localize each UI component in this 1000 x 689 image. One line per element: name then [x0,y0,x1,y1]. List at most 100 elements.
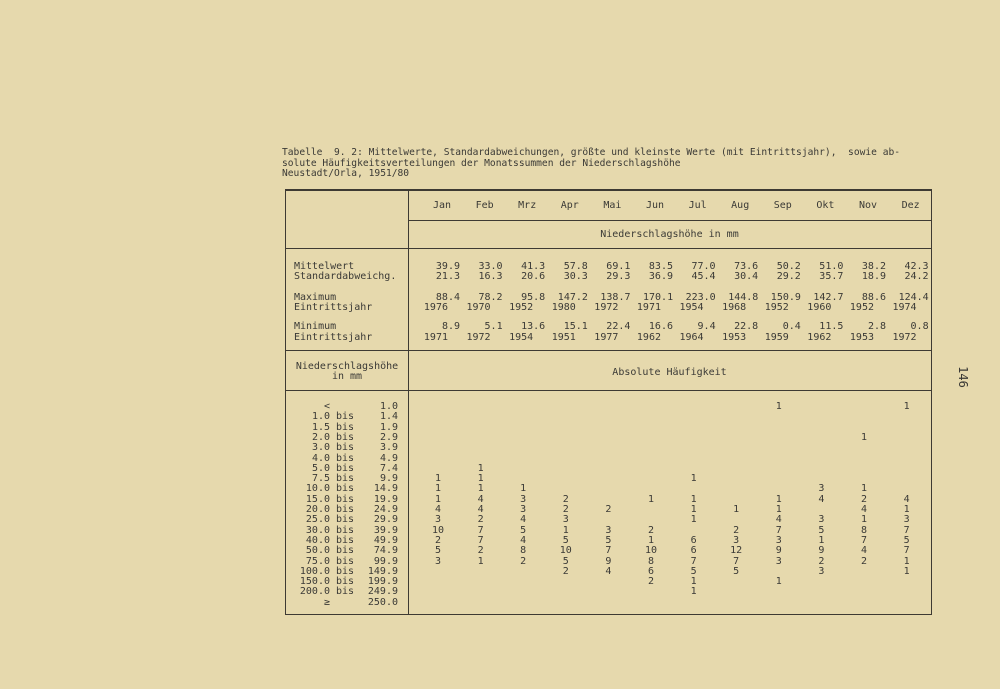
year-value: 1968 [722,302,747,313]
year-value: 1954 [679,302,704,313]
count-value: 5 [690,565,697,577]
stat-label: Standardabweichg. [294,271,397,282]
count-value: 1 [434,493,442,505]
count-value: 1 [520,483,527,495]
class-sep: bis [336,493,355,505]
count-value: 2 [562,493,569,505]
stat-value: 33.0 [478,261,503,272]
count-value: 9 [775,545,782,557]
count-value: 7 [605,545,612,557]
class-to: 74.9 [373,545,398,557]
class-from: 1.5 [311,421,330,433]
stat-value: 15.1 [563,321,588,332]
count-value: 2 [562,504,569,515]
count-value: 2 [434,534,442,546]
year-value: 1952 [849,302,874,313]
divider [286,248,931,249]
year-value: 1953 [849,332,874,343]
year-value: 1951 [551,332,576,343]
count-value: 4 [520,514,527,526]
count-value: 12 [730,545,743,557]
stat-value: 16.3 [478,271,503,282]
stat-value: 95.8 [521,292,546,303]
count-value: 5 [520,524,527,536]
stat-value: 16.6 [648,321,673,332]
count-value: 1 [477,462,484,474]
class-from: 15.0 [305,493,330,505]
count-value: 9 [605,555,612,567]
count-value: 2 [860,493,868,505]
year-value: 1954 [509,332,534,343]
year-value: 1970 [466,302,491,313]
class-to: 7.4 [379,462,398,474]
month-header: Sep [773,200,792,211]
count-value: 1 [690,514,697,526]
class-from: 3.0 [311,442,330,454]
count-value: 1 [903,565,910,577]
count-value: 1 [860,483,868,495]
count-value: 3 [818,514,825,526]
stat-value: 35.7 [819,271,844,282]
stat-value: 83.5 [648,261,673,272]
month-header: Aug [731,200,750,211]
count-value: 1 [775,576,782,588]
class-sep: bis [336,576,355,588]
class-sep: bis [336,421,355,433]
year-value: 1977 [594,332,619,343]
stat-value: 0.4 [782,321,801,332]
count-value: 6 [690,534,697,546]
stat-value: 39.9 [435,261,460,272]
class-sep: bis [336,586,355,598]
month-header: Mrz [518,200,537,211]
stat-value: 223.0 [685,292,716,303]
stat-value: 51.0 [819,261,844,272]
class-to: 249.9 [367,586,398,598]
year-value: 1952 [764,302,789,313]
class-sep: bis [336,565,355,577]
caption-line-1: Tabelle 9. 2: Mittelwerte, Standardabwei… [282,147,901,158]
count-value: 5 [434,545,442,557]
class-to: 99.9 [373,555,398,567]
count-value: 1 [477,555,484,567]
year-value: 1953 [722,332,747,343]
count-value: 4 [434,504,442,515]
class-from: 4.0 [311,452,330,464]
count-value: 7 [903,524,910,536]
year-value: 1962 [807,332,832,343]
count-value: 1 [690,473,697,485]
class-to: 1.4 [379,411,398,423]
count-value: 7 [690,555,697,567]
table-caption: Tabelle 9. 2: Mittelwerte, Standardabwei… [282,147,901,180]
count-value: 1 [860,514,868,526]
count-value: 2 [520,555,527,567]
class-header: Niederschlagshöhe in mm [286,362,408,382]
class-to: 29.9 [373,514,398,526]
count-value: 1 [690,576,697,588]
class-to: 19.9 [373,493,398,505]
year-value: 1959 [764,332,789,343]
count-value: 3 [818,565,825,577]
stat-value: 20.6 [521,271,546,282]
count-value: 3 [520,504,527,515]
class-sep: bis [336,514,355,526]
caption-line-3: Neustadt/Orla, 1951/80 [282,168,410,179]
stat-value: 2.8 [867,321,886,332]
count-value: 4 [860,545,868,557]
count-value: 2 [860,555,868,567]
class-from: 5.0 [311,462,330,474]
class-from: 10.0 [305,483,330,495]
precipitation-table: Niederschlagshöhe in mm Niederschlagshöh… [285,189,932,615]
class-sep: bis [336,452,355,464]
class-sep: bis [336,545,355,557]
class-from: 7.5 [311,473,330,485]
count-value: 7 [860,534,868,546]
class-to: 2.9 [379,431,398,443]
class-to: 3.9 [379,442,398,454]
count-value: 2 [647,524,655,536]
count-value: 1 [434,483,442,495]
class-to: 149.9 [367,565,398,577]
count-value: 1 [903,504,910,515]
stat-value: 45.4 [691,271,716,282]
count-value: 2 [647,576,655,588]
class-sep: bis [336,555,355,567]
